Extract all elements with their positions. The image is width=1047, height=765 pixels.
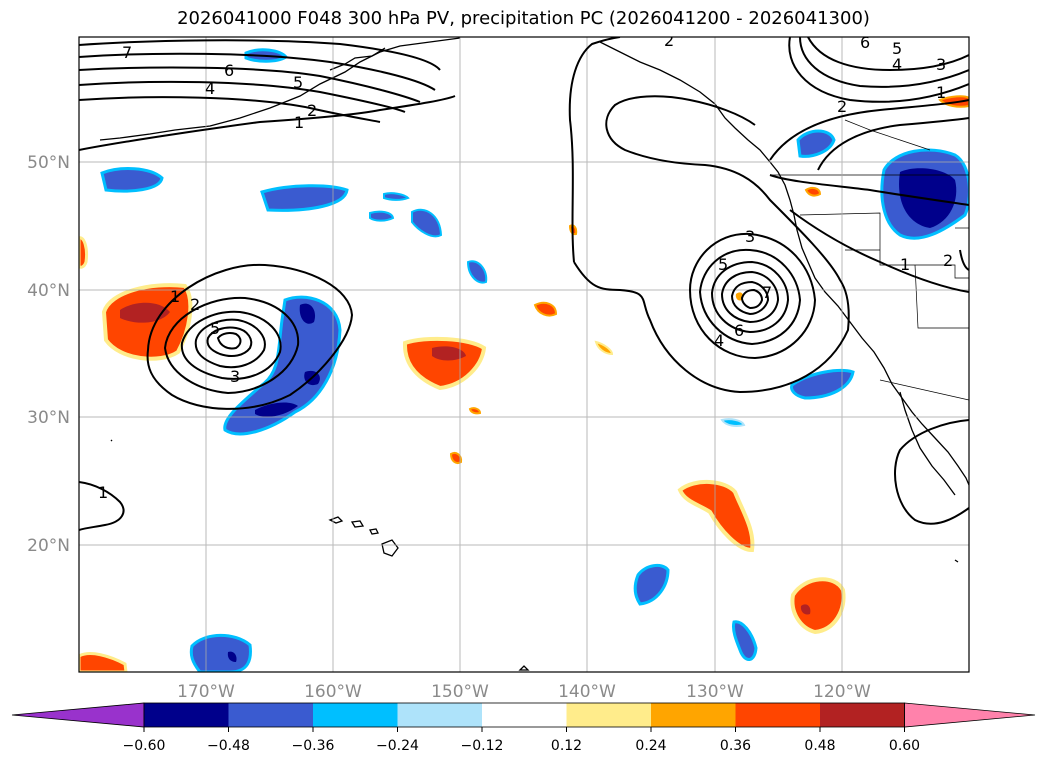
precip-neg-na2 [796,129,836,158]
precip-neg-n2 [260,184,349,212]
colorbar-segment [735,703,820,727]
pv-contour-labels: 7 6 4 5 2 1 1 2 5 3 3 5 7 6 4 2 6 5 4 3 … [98,31,953,502]
precip-pos-s5 [594,340,614,356]
pv-label: 2 [837,97,847,116]
colorbar-tick-label: 0.60 [889,738,920,754]
pv-label: 1 [900,255,910,274]
lat-label: 50°N [27,153,70,173]
precip-pos-edge [79,236,88,269]
colorbar-segment [313,703,398,727]
lon-label: 130°W [686,682,744,702]
precip-pos-c [402,336,487,391]
colorbar-segment [482,703,567,727]
precip-neg-n5 [411,208,443,238]
pv-label: 3 [745,227,755,246]
precip-neg-se3 [790,369,855,400]
lat-label: 40°N [27,281,70,301]
precip-pos-se2-core [800,604,811,615]
colorbar-tick-label: 0.24 [635,738,666,754]
pv-label: 7 [762,283,772,302]
precip-neg-n7 [383,192,410,201]
pv-label: 6 [224,61,234,80]
pv-label: 5 [718,255,728,274]
map-title: 2026041000 F048 300 hPa PV, precipitatio… [177,8,870,29]
latitude-labels: 50°N 40°N 30°N 20°N [27,153,70,556]
lon-label: 170°W [177,682,235,702]
pv-label: 1 [936,83,946,102]
pv-label: 2 [307,101,317,120]
precip-pos-edge2 [79,652,128,672]
map-area [79,37,969,672]
colorbar-tick-label: 0.48 [804,738,835,754]
precip-pos-se2 [790,577,846,635]
colorbar-segment [820,703,905,727]
colorbar-frame [143,702,905,728]
pv-contours [79,37,969,531]
precip-pos-c-core [432,346,466,361]
precip-pos-s2 [449,452,463,464]
precip-neg-w [223,295,342,436]
lon-label: 150°W [431,682,489,702]
colorbar-segment [651,703,736,727]
colorbar-tick-label: 0.36 [720,738,751,754]
pv-label: 2 [943,251,953,270]
colorbar-segment [566,703,651,727]
pv-label: 1 [294,113,304,132]
precip-neg-n1 [100,167,164,193]
pv-label: 6 [734,321,744,340]
lat-label: 30°N [27,408,70,428]
precip-pos-na2 [804,186,822,197]
graticule [79,37,969,672]
colorbar-tick-label: −0.24 [376,738,419,754]
lon-label: 140°W [558,682,616,702]
precip-neg-w-core [255,303,320,417]
precip-pos-se1 [677,479,755,553]
colorbar-tick-label: 0.12 [551,738,582,754]
colorbar-extend-high [904,702,1036,728]
pv-label: 4 [892,55,902,74]
map-frame [78,36,970,673]
colorbar-tick-label: −0.48 [207,738,250,754]
pv-label: 5 [293,73,303,92]
precip-neg-n6 [466,260,488,284]
colorbar-tick-label: −0.36 [292,738,335,754]
precip-pos-s3 [468,407,482,415]
colorbar-ticks [143,727,905,732]
pv-label: 2 [664,31,674,50]
political-boundaries [770,119,969,401]
colorbar-segment [144,703,229,727]
precip-pos-s1 [533,301,558,317]
pv-label: 1 [98,483,108,502]
precip-neg-se2 [732,620,758,661]
colorbar: −0.60 −0.48 −0.36 −0.24 −0.12 0.12 0.24 … [11,702,1036,754]
precip-neg-sw-core [227,651,237,662]
pv-label: 4 [714,331,724,350]
precip-neg-sw [189,633,252,672]
precip-neg-n4 [369,210,395,222]
colorbar-segment [228,703,313,727]
pv-label: 2 [190,295,200,314]
pv-label: 6 [860,33,870,52]
pv-label: 5 [892,39,902,58]
precip-neg-se1 [633,563,670,606]
lon-label: 160°W [304,682,362,702]
coastlines [99,37,969,671]
colorbar-extend-low [11,702,145,728]
pv-label: 7 [122,43,132,62]
pv-label: 5 [210,319,220,338]
pv-label: 3 [936,55,946,74]
longitude-labels: 170°W 160°W 150°W 140°W 130°W 120°W [177,682,871,702]
colorbar-tick-label: −0.12 [461,738,504,754]
pv-label: 3 [230,367,240,386]
pv-label: 1 [170,287,180,306]
lat-label: 20°N [27,536,70,556]
pv-label: 4 [205,79,215,98]
lon-label: 120°W [813,682,871,702]
precip-neg-se4 [720,418,746,427]
colorbar-segment [397,703,482,727]
colorbar-tick-label: −0.60 [123,738,166,754]
